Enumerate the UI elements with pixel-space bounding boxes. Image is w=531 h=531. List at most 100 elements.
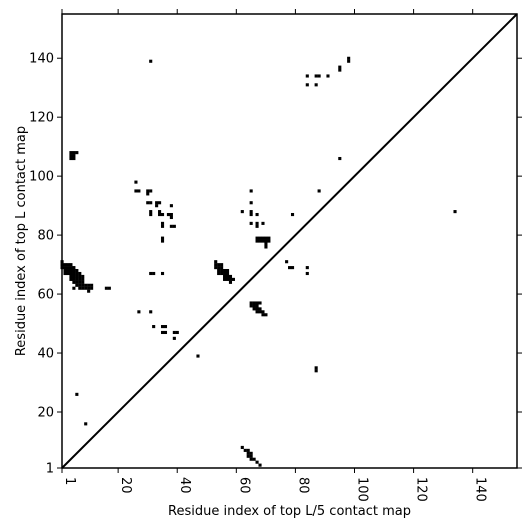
contact-point [249, 189, 253, 193]
contact-point [264, 236, 268, 240]
contact-point [255, 307, 259, 311]
contact-point [72, 286, 76, 290]
contact-point [63, 266, 67, 270]
contact-point [78, 271, 82, 276]
contact-point [75, 271, 79, 276]
contact-point [158, 210, 162, 214]
contact-point [258, 307, 262, 311]
contact-point [107, 286, 111, 290]
contact-point [220, 266, 224, 270]
x-tick-label: 140 [473, 477, 488, 502]
plot-frame [61, 13, 518, 469]
contact-point [63, 263, 67, 267]
contact-point [63, 271, 67, 276]
contact-point [104, 286, 108, 290]
diagonal-line [61, 13, 518, 469]
contact-point [231, 277, 235, 281]
contact-point [305, 266, 309, 270]
contact-point [134, 180, 138, 184]
contact-point [84, 422, 88, 426]
contact-point [69, 154, 73, 158]
contact-point [255, 460, 259, 464]
contact-point [258, 463, 262, 467]
contact-point [264, 242, 268, 246]
contact-point [137, 189, 141, 193]
contact-point [81, 283, 85, 287]
contact-point [214, 263, 218, 267]
x-tick-label: 20 [118, 477, 133, 494]
contact-point [81, 274, 85, 278]
contact-point [347, 56, 351, 60]
contact-point [172, 330, 176, 335]
x-tick-label: 80 [295, 477, 310, 494]
contact-point [261, 236, 265, 240]
contact-point [338, 68, 342, 72]
contact-point [169, 212, 173, 217]
contact-point [220, 271, 224, 276]
contact-point [146, 201, 150, 205]
contact-point [149, 271, 153, 276]
contact-point [258, 301, 262, 305]
contact-point [72, 277, 76, 281]
y-axis-label: Residue index of top L contact map [14, 126, 29, 356]
contact-point [160, 325, 165, 329]
contact-point [69, 274, 73, 278]
contact-points-layer [60, 56, 457, 467]
contact-point [75, 280, 79, 284]
contact-point [261, 313, 265, 317]
contact-point [240, 445, 244, 449]
contact-point [72, 271, 76, 276]
contact-point [246, 451, 250, 455]
y-tick-label: 100 [29, 170, 54, 185]
contact-point [220, 269, 224, 273]
contact-point [158, 212, 162, 217]
contact-point [255, 224, 259, 228]
contact-point [69, 151, 73, 155]
contact-point [166, 212, 170, 217]
contact-point [255, 239, 259, 243]
contact-point [338, 156, 342, 161]
contact-point [146, 192, 150, 196]
contact-point [78, 286, 82, 290]
contact-point [305, 83, 309, 87]
contact-point [261, 239, 265, 243]
contact-point [78, 277, 82, 281]
contact-point [249, 451, 253, 455]
contact-point [149, 310, 153, 314]
contact-point [160, 236, 165, 240]
contact-point [69, 156, 73, 161]
contact-point [220, 263, 224, 267]
contact-point [317, 189, 321, 193]
contact-point [249, 221, 253, 225]
contact-point [255, 301, 259, 305]
contact-point [317, 74, 321, 78]
contact-point [63, 269, 67, 273]
contact-point [160, 271, 165, 276]
contact-point [75, 269, 79, 273]
contact-point [72, 154, 76, 158]
contact-point [285, 260, 289, 264]
contact-point [137, 310, 141, 314]
contact-point [249, 457, 253, 461]
contact-point [249, 210, 253, 214]
contact-point [69, 263, 73, 267]
contact-point [81, 280, 85, 284]
contact-point [252, 307, 256, 311]
contact-point [66, 271, 70, 276]
contact-point [69, 271, 73, 276]
contact-point [75, 274, 79, 278]
contact-point [243, 448, 247, 452]
contact-point [223, 269, 227, 273]
contact-point [72, 269, 76, 273]
contact-point [290, 266, 295, 270]
y-tick-label: 1 [46, 462, 54, 477]
contact-point [249, 304, 253, 308]
y-tick-label: 80 [37, 229, 54, 244]
contact-point [149, 210, 153, 214]
contact-point [66, 263, 70, 267]
x-tick-label: 120 [414, 477, 429, 502]
contact-point [146, 189, 150, 193]
contact-point [255, 236, 259, 240]
